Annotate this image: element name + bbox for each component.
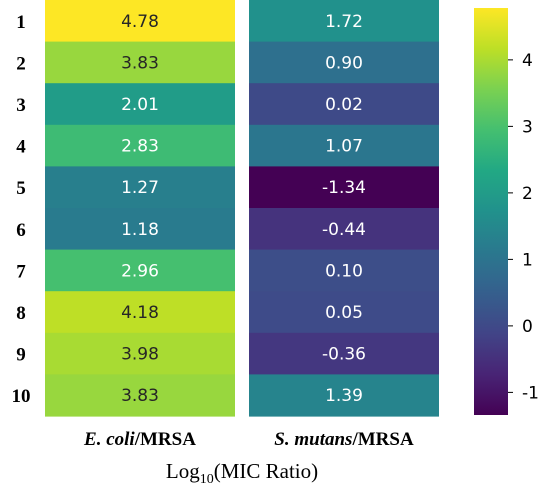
heatmap-cell [45, 332, 235, 375]
heatmap-cell [45, 208, 235, 251]
row-label: 9 [16, 345, 26, 366]
heatmap-cell [45, 41, 235, 84]
colorbar-gradient [474, 8, 508, 415]
heatmap-cell [45, 0, 235, 43]
cell-value-label: 4.78 [121, 12, 159, 32]
cell-value-label: 1.72 [325, 12, 363, 32]
column-label: S. mutans/MRSA [274, 429, 414, 450]
cell-value-label: 0.90 [325, 53, 363, 73]
heatmap-cell [249, 166, 439, 209]
heatmap-cell [249, 83, 439, 126]
row-label: 3 [16, 95, 26, 116]
heatmap-cell [249, 249, 439, 292]
row-label: 7 [16, 261, 26, 282]
cell-value-label: 0.02 [325, 95, 363, 115]
colorbar-tick-label: -1 [522, 383, 539, 403]
heatmap-cells: 4.78 1.72 3.83 0.90 2.01 0.02 2.83 1.07 1.27 -1.3… [45, 0, 439, 417]
cell-value-label: 2.83 [121, 137, 159, 157]
row-label: 2 [16, 53, 26, 74]
cell-value-label: 1.39 [325, 386, 363, 406]
heatmap-cell [249, 41, 439, 84]
colorbar: 4 3 2 1 0 -1 [474, 8, 539, 415]
heatmap-cell [45, 291, 235, 334]
column-labels: E. coli/MRSA S. mutans/MRSA [83, 429, 414, 450]
heatmap-cell [45, 249, 235, 292]
heatmap-cell [45, 166, 235, 209]
colorbar-tick-label: 3 [522, 117, 533, 137]
heatmap-cell [249, 208, 439, 251]
cell-value-label: -1.34 [322, 178, 366, 198]
cell-value-label: 2.01 [121, 95, 159, 115]
row-label: 1 [16, 12, 26, 33]
row-label: 6 [16, 220, 26, 241]
colorbar-tick-label: 1 [522, 250, 533, 270]
heatmap-cell [45, 124, 235, 167]
cell-value-label: -0.44 [322, 220, 366, 240]
column-label: E. coli/MRSA [83, 429, 196, 450]
cell-value-label: 1.27 [121, 178, 159, 198]
x-axis-label: Log10(MIC Ratio) [166, 459, 318, 487]
cell-value-label: 0.10 [325, 261, 363, 281]
heatmap-cell [249, 332, 439, 375]
row-label: 10 [12, 386, 31, 407]
row-label: 8 [16, 303, 26, 324]
heatmap-cell [45, 374, 235, 417]
cell-value-label: 3.83 [121, 53, 159, 73]
heatmap-cell [249, 374, 439, 417]
colorbar-tick-label: 0 [522, 317, 533, 337]
colorbar-tick-label: 2 [522, 184, 533, 204]
heatmap-cell [249, 124, 439, 167]
cell-value-label: 4.18 [121, 303, 159, 323]
row-label: 5 [16, 178, 26, 199]
heatmap-cell [249, 0, 439, 43]
heatmap-cell [249, 291, 439, 334]
cell-value-label: 0.05 [325, 303, 363, 323]
heatmap-cell [45, 83, 235, 126]
cell-value-label: 3.83 [121, 386, 159, 406]
cell-value-label: 1.07 [325, 137, 363, 157]
colorbar-tick-label: 4 [522, 51, 533, 71]
cell-value-label: 2.96 [121, 261, 159, 281]
row-labels: 1 2 3 4 5 6 7 8 9 10 [12, 12, 31, 407]
cell-value-label: 1.18 [121, 220, 159, 240]
cell-value-label: -0.36 [322, 345, 366, 365]
cell-value-label: 3.98 [121, 345, 159, 365]
row-label: 4 [16, 137, 26, 158]
